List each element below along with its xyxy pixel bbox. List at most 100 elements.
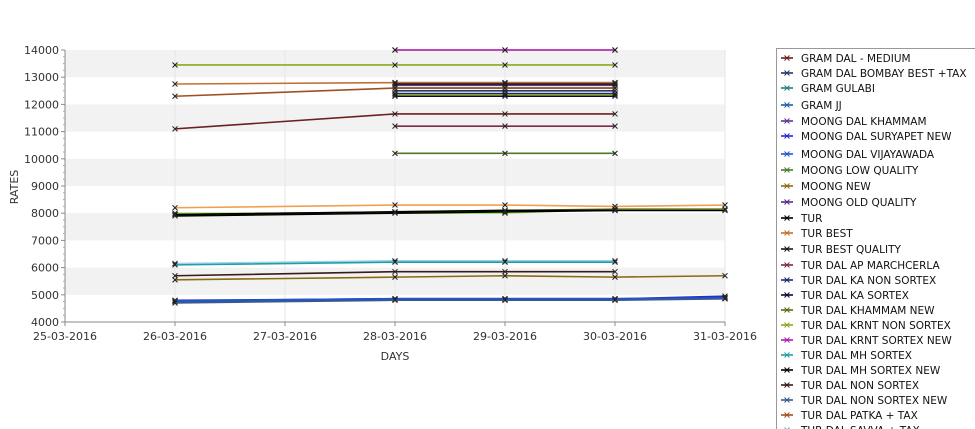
legend-marker: [784, 262, 790, 268]
series-point: [502, 123, 508, 130]
series-point: [722, 296, 728, 302]
series-point: [502, 202, 508, 208]
series-point: [392, 111, 398, 117]
legend-label: GRAM GULABI: [801, 83, 875, 95]
x-tick-label: 31-03-2016: [693, 330, 757, 343]
series-12: [392, 81, 618, 87]
legend-item: GRAM GULABI: [781, 83, 875, 95]
series-point: [392, 123, 398, 130]
legend-label: MOONG LOW QUALITY: [801, 165, 919, 177]
legend-marker: [784, 277, 790, 283]
y-tick-label: 4000: [31, 316, 59, 329]
series-point: [392, 259, 398, 266]
series-point: [502, 47, 508, 53]
legend-item: TUR DAL AP MARCHCERLA: [781, 260, 940, 272]
y-axis-ticks: 4000 5000 6000 7000 8000 9000 10000 11000 12000 1…: [24, 44, 65, 329]
legend-marker: [784, 230, 790, 236]
series-point: [722, 295, 728, 301]
series-line: [174, 204, 726, 209]
legend-item: MOONG DAL SURYAPET NEW: [781, 131, 952, 143]
legend-label: GRAM DAL BOMBAY BEST +TAX: [801, 68, 967, 80]
y-tick-label: 14000: [24, 44, 59, 57]
legend-label: TUR DAL KA NON SORTEX: [800, 275, 936, 287]
series-point: [612, 274, 618, 280]
legend-label: MOONG DAL VIJAYAWADA: [801, 149, 935, 161]
series-point: [172, 93, 178, 100]
y-tick-label: 13000: [24, 71, 59, 84]
series-20: [172, 207, 618, 218]
series-point: [172, 300, 178, 306]
legend-item: MOONG OLD QUALITY: [781, 197, 917, 209]
legend-item: TUR DAL SAVVA + TAX: [784, 425, 920, 429]
legend-marker: [784, 246, 790, 252]
series-point: [502, 297, 508, 304]
series-point: [392, 93, 398, 100]
series-point: [502, 259, 508, 266]
y-tick-label: 7000: [31, 234, 59, 247]
series-point: [722, 202, 728, 208]
series-point: [502, 111, 508, 117]
legend-label: TUR BEST: [800, 228, 853, 240]
legend-item: TUR DAL MH SORTEX: [781, 350, 912, 362]
legend-marker: [784, 55, 790, 61]
series-point: [392, 208, 398, 215]
legend-item: TUR DAL KA NON SORTEX: [781, 275, 936, 287]
legend-marker: [784, 70, 790, 76]
legend-item: GRAM JJ: [781, 100, 842, 112]
legend-marker: [784, 183, 790, 189]
legend-label: MOONG NEW: [801, 181, 871, 193]
legend-marker: [784, 352, 790, 358]
legend-label: TUR BEST QUALITY: [800, 244, 901, 256]
legend-item: TUR DAL NON SORTEX NEW: [781, 395, 948, 407]
series-point: [502, 268, 508, 275]
legend-marker: [784, 133, 790, 139]
legend-item: GRAM DAL BOMBAY BEST +TAX: [781, 68, 967, 80]
y-tick-label: 11000: [24, 126, 59, 139]
series-line: [174, 270, 615, 277]
legend-label: MOONG DAL SURYAPET NEW: [801, 131, 952, 143]
series-point: [172, 81, 178, 87]
series-point: [172, 262, 178, 268]
y-axis-title: RATES: [8, 170, 21, 205]
series-point: [172, 211, 178, 218]
legend: GRAM DAL - MEDIUM GRAM DAL BOMBAY BEST +T…: [776, 48, 975, 429]
series-point: [722, 206, 728, 212]
series-point: [392, 62, 398, 68]
series-point: [502, 207, 508, 214]
series-point: [392, 202, 398, 208]
series-point: [612, 150, 618, 157]
legend-item: MOONG LOW QUALITY: [781, 165, 919, 177]
legend-marker: [784, 382, 790, 388]
legend-label: MOONG DAL KHAMMAM: [801, 116, 927, 128]
legend-label: TUR DAL KHAMMAM NEW: [800, 305, 935, 317]
legend-item: GRAM DAL - MEDIUM: [781, 53, 911, 65]
legend-label: TUR DAL MH SORTEX: [800, 350, 912, 362]
extra-series: [172, 202, 728, 211]
legend-label: TUR DAL AP MARCHCERLA: [800, 260, 940, 272]
legend-label: GRAM JJ: [801, 100, 842, 112]
series-point: [612, 123, 618, 130]
legend-label: TUR: [800, 213, 822, 225]
legend-marker: [784, 167, 790, 173]
legend-label: GRAM DAL - MEDIUM: [801, 53, 911, 65]
series-point: [612, 268, 618, 275]
series-point: [612, 207, 618, 214]
legend-label: TUR DAL NON SORTEX NEW: [800, 395, 948, 407]
legend-marker: [784, 322, 790, 328]
series-point: [502, 272, 508, 279]
legend-marker: [784, 215, 790, 221]
series-point: [392, 47, 398, 53]
series-18: [392, 47, 618, 53]
series-line: [174, 261, 615, 266]
series-point: [502, 62, 508, 68]
series-0: [172, 111, 618, 132]
legend-marker: [784, 367, 790, 373]
series-23: [172, 85, 618, 100]
legend-label: TUR DAL PATKA + TAX: [800, 410, 918, 422]
series-point: [172, 272, 178, 279]
y-tick-label: 5000: [31, 289, 59, 302]
series-point: [612, 62, 618, 68]
series-21: [172, 268, 618, 279]
x-tick-label: 25-03-2016: [33, 330, 97, 343]
